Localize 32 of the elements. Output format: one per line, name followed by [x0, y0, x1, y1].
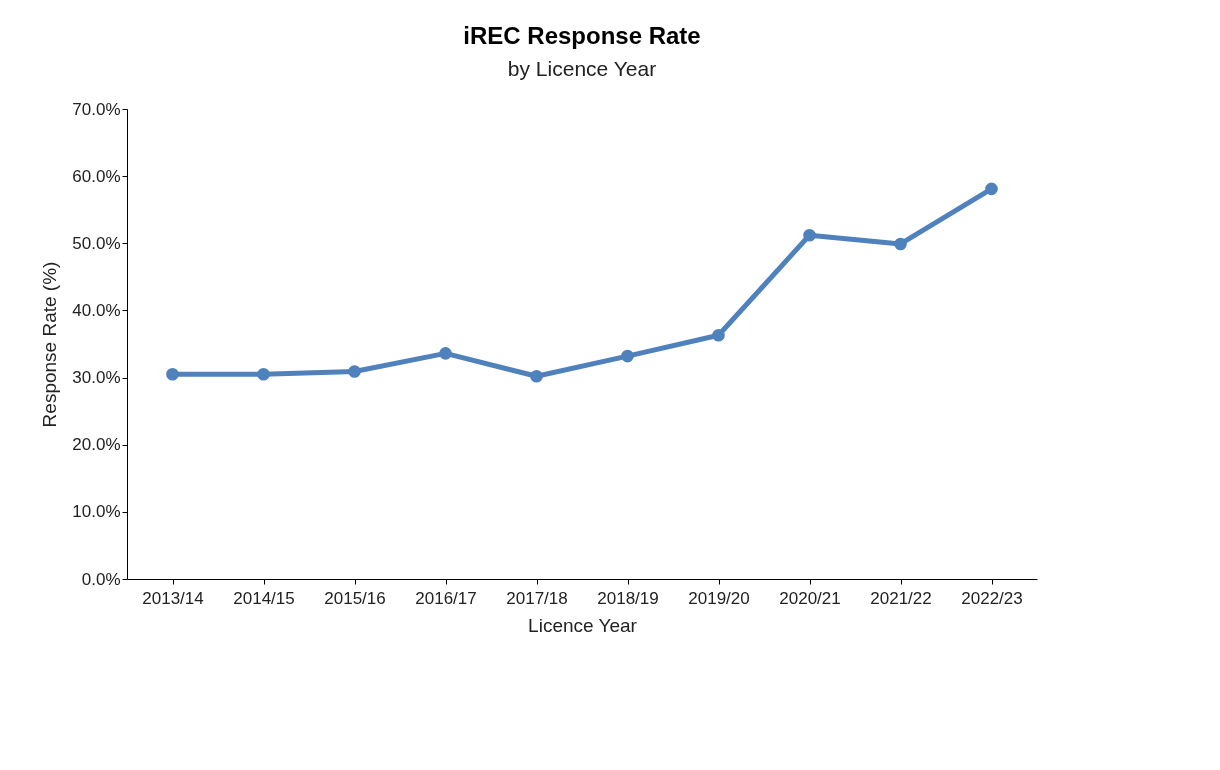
- x-tick-label: 2022/23: [961, 588, 1023, 608]
- y-tick-label: 0.0%: [81, 569, 121, 589]
- y-axis-title: Response Rate (%): [39, 261, 61, 428]
- x-tick-label: 2014/15: [233, 588, 295, 608]
- point: [530, 369, 543, 383]
- point: [894, 237, 907, 251]
- y-tick-label: 30.0%: [72, 368, 121, 388]
- x-tick-label: 2017/18: [506, 588, 568, 608]
- point: [985, 182, 998, 196]
- point: [348, 365, 361, 378]
- y-tick-label: 60.0%: [72, 166, 121, 186]
- x-tick-label: 2019/20: [688, 588, 750, 608]
- x-tick-label: 2021/22: [870, 588, 932, 608]
- point: [257, 367, 270, 381]
- x-tick-label: 2018/19: [597, 588, 659, 608]
- x-tick-label: 2020/21: [779, 588, 841, 608]
- y-tick-label: 20.0%: [72, 435, 121, 455]
- y-tick-label: 40.0%: [72, 300, 121, 320]
- point: [621, 349, 634, 363]
- x-axis-title: Licence Year: [528, 614, 638, 636]
- x-tick-label: 2013/14: [142, 588, 204, 608]
- x-tick-label: 2016/17: [415, 588, 477, 608]
- point: [803, 228, 816, 242]
- y-tick-label: 10.0%: [72, 502, 121, 522]
- y-tick-label: 50.0%: [72, 233, 121, 253]
- y-tick-label: 70.0%: [72, 99, 121, 119]
- chart-title: iREC Response Rate: [463, 22, 701, 49]
- point: [712, 328, 725, 342]
- x-tick-label: 2015/16: [324, 588, 386, 608]
- point: [166, 367, 179, 381]
- chart-subtitle: by Licence Year: [507, 57, 657, 80]
- point: [439, 347, 452, 360]
